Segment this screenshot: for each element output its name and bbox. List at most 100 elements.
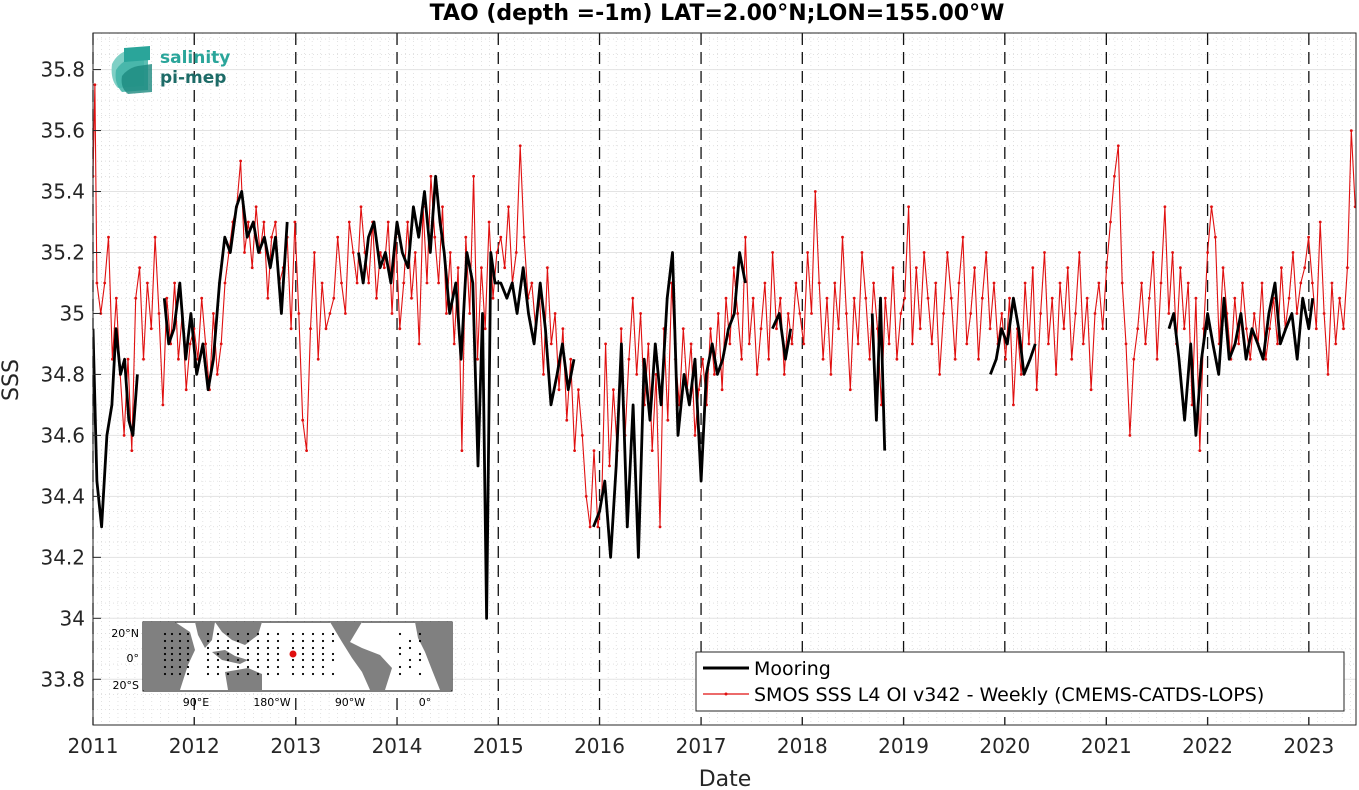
smos-data-point — [837, 327, 840, 331]
mooring-dot — [226, 665, 230, 669]
mooring-dot — [170, 639, 174, 643]
smos-data-point — [918, 327, 922, 331]
mooring-dot — [331, 658, 335, 662]
inset-lat-label-north: 20°N — [111, 627, 139, 640]
smos-data-point — [429, 174, 433, 178]
smos-data-point — [740, 357, 743, 361]
mooring-dot — [266, 665, 270, 669]
mooring-dot — [266, 672, 270, 676]
mooring-dot — [301, 652, 305, 656]
mooring-dot — [236, 665, 240, 669]
inset-lon-label-90w: 90°W — [335, 696, 365, 709]
smos-data-point — [841, 235, 844, 239]
smos-data-point — [1132, 357, 1136, 361]
smos-data-point — [868, 357, 872, 361]
mooring-dot — [331, 652, 335, 656]
smos-data-point — [697, 388, 701, 392]
smos-data-point — [126, 357, 130, 361]
smos-data-point — [402, 281, 406, 285]
smos-data-point — [1318, 220, 1322, 224]
smos-data-point — [588, 525, 592, 529]
mooring-dot — [178, 639, 182, 643]
smos-data-point — [681, 327, 685, 331]
mooring-dot — [206, 632, 210, 636]
mooring-dot — [163, 639, 167, 643]
mooring-dot — [216, 646, 220, 650]
smos-data-point — [472, 174, 475, 178]
x-tick-label: 2016 — [574, 734, 625, 758]
mooring-dot — [276, 632, 280, 636]
y-tick-label: 35.8 — [40, 58, 85, 82]
mooring-dot — [163, 652, 167, 656]
smos-data-point — [658, 525, 662, 529]
smos-data-point — [324, 327, 328, 331]
smos-data-point — [1093, 312, 1097, 315]
mooring-dot — [236, 658, 240, 662]
smos-data-point — [1004, 357, 1007, 361]
mooring-dot — [186, 652, 190, 656]
x-tick-label: 2020 — [979, 734, 1030, 758]
smos-data-point — [1078, 251, 1081, 254]
smos-data-point — [340, 281, 343, 285]
smos-data-point — [1299, 281, 1303, 285]
smos-data-point — [1241, 281, 1244, 285]
land-africa-east — [415, 622, 452, 690]
smos-data-point — [1198, 449, 1202, 452]
smos-data-point — [1050, 296, 1054, 300]
smos-data-point — [305, 449, 308, 452]
smos-data-point — [1008, 296, 1011, 300]
smos-data-point — [802, 342, 806, 346]
smos-data-point — [592, 449, 596, 452]
inset-lon-label-180w: 180°W — [253, 696, 290, 709]
smos-data-point — [779, 296, 782, 300]
smos-data-point — [977, 357, 980, 361]
smos-data-point — [1023, 281, 1027, 285]
mooring-dot — [246, 639, 250, 643]
mooring-dot — [398, 652, 402, 656]
inset-lat-label-south: 20°S — [113, 679, 139, 692]
smos-data-point — [289, 327, 293, 331]
mooring-dot — [256, 672, 260, 676]
smos-data-point — [973, 266, 976, 270]
smos-data-point — [386, 220, 390, 224]
smos-data-point — [464, 235, 468, 239]
mooring-dot — [170, 665, 174, 669]
mooring-dot — [418, 632, 422, 636]
mooring-dot — [170, 632, 174, 636]
smos-data-point — [631, 296, 635, 300]
smos-data-point — [561, 327, 565, 331]
smos-data-point — [359, 205, 363, 209]
smos-data-point — [1031, 266, 1035, 270]
smos-data-point — [518, 144, 522, 148]
mooring-dot — [398, 672, 402, 676]
smos-data-point — [487, 220, 491, 224]
mooring-dot — [408, 658, 412, 662]
smos-data-point — [1012, 403, 1015, 407]
smos-data-point — [503, 266, 507, 270]
mooring-dot — [301, 639, 305, 643]
mooring-dot — [178, 632, 182, 636]
smos-data-point — [1291, 251, 1295, 254]
x-tick-label: 2023 — [1283, 734, 1334, 758]
mooring-dot — [418, 639, 422, 643]
smos-data-point — [301, 418, 305, 422]
mooring-dot — [170, 672, 174, 676]
smos-data-point — [961, 235, 965, 239]
smos-data-point — [635, 373, 639, 376]
smos-data-point — [887, 342, 891, 346]
mooring-series-line — [93, 174, 1315, 620]
smos-data-point — [736, 312, 740, 315]
smos-data-point — [406, 220, 409, 224]
y-axis-ticks: 33.8 34 34.2 34.4 34.6 34.8 35 35.2 35.4 35.6 35.8 — [40, 58, 101, 691]
smos-data-point — [860, 251, 864, 254]
mooring-dot — [170, 658, 174, 662]
mooring-dot — [216, 639, 220, 643]
mooring-dot — [321, 665, 325, 669]
smos-data-point — [755, 373, 759, 376]
mooring-dot — [291, 665, 295, 669]
smos-data-point — [138, 266, 142, 270]
smos-data-point — [1342, 327, 1345, 331]
smos-data-point — [1047, 342, 1050, 346]
smos-data-point — [693, 434, 697, 437]
mooring-dot — [246, 672, 250, 676]
